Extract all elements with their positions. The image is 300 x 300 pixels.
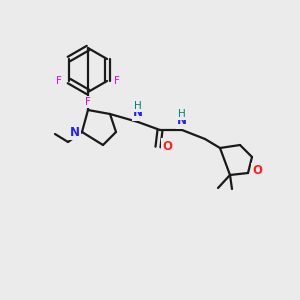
Text: O: O bbox=[252, 164, 262, 178]
Text: F: F bbox=[85, 97, 91, 107]
Text: F: F bbox=[114, 76, 120, 86]
Text: N: N bbox=[70, 125, 80, 139]
Text: H: H bbox=[178, 109, 186, 119]
Text: O: O bbox=[162, 140, 172, 152]
Text: N: N bbox=[133, 106, 143, 119]
Text: H: H bbox=[134, 101, 142, 111]
Text: F: F bbox=[56, 76, 62, 86]
Text: N: N bbox=[177, 115, 187, 128]
